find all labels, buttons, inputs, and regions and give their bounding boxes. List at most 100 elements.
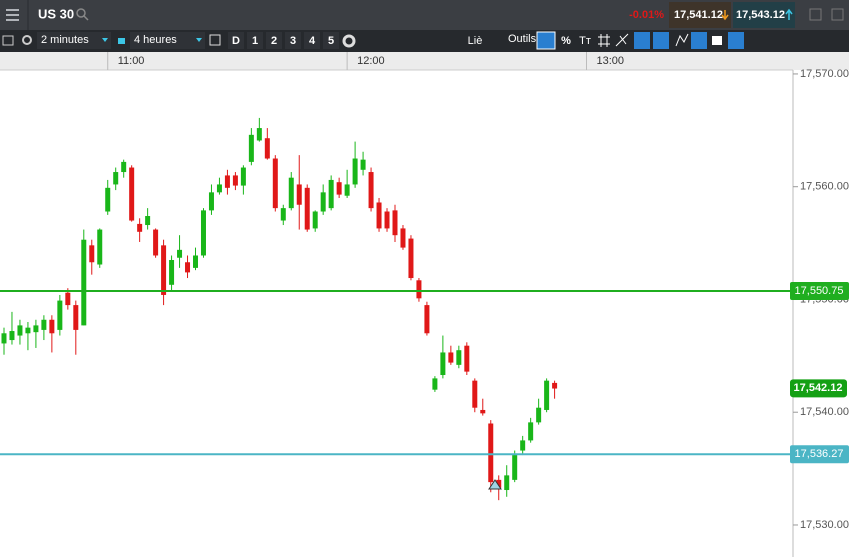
period-button[interactable] [247, 32, 263, 49]
period-button[interactable] [228, 32, 244, 49]
candle-body [344, 184, 350, 196]
text-tool[interactable]: Tт [579, 35, 591, 47]
candle-body [17, 325, 23, 336]
candle-tool[interactable] [634, 32, 650, 49]
x-tick-label: 12:00 [357, 55, 385, 67]
candle-body [376, 202, 382, 229]
up-arrow [785, 8, 793, 20]
level-label: 17,550.75 [795, 285, 844, 297]
candle-body [520, 440, 526, 451]
candle-body [57, 300, 63, 330]
candle-body [113, 172, 119, 185]
candle-body [256, 128, 262, 141]
last-price-label: 17,542.12 [794, 382, 843, 394]
candle-body [448, 352, 454, 363]
close-icon[interactable] [831, 8, 844, 21]
candle-body [264, 138, 270, 159]
candle-body [224, 175, 230, 188]
percent-tool[interactable]: % [561, 35, 571, 47]
interval: 2 minutes [41, 34, 89, 46]
candle-body [33, 325, 39, 333]
level-label: 17,536.27 [795, 448, 844, 460]
indicator-tool[interactable] [675, 33, 689, 47]
candle-body [161, 245, 167, 295]
settings-icon[interactable] [22, 35, 32, 45]
tools[interactable]: Outils [508, 33, 537, 45]
period-button[interactable] [285, 32, 301, 49]
down-arrow [721, 10, 729, 21]
period-label[interactable]: D [232, 35, 240, 47]
candle-body [137, 223, 143, 232]
candle-body [1, 333, 7, 344]
candle-body [129, 167, 135, 221]
candle-body [81, 239, 87, 326]
candle-body [232, 175, 238, 186]
candle-body [328, 179, 334, 209]
period-label[interactable]: 4 [309, 35, 316, 47]
sell-box[interactable] [669, 2, 731, 28]
grid-tool[interactable] [598, 34, 610, 47]
candle-body [456, 350, 462, 365]
candle-body [312, 211, 318, 229]
candle-body [97, 229, 103, 265]
line-tool[interactable] [653, 32, 669, 49]
erase-tool[interactable] [691, 32, 707, 49]
buy-box[interactable] [733, 2, 795, 28]
link[interactable]: Liè [468, 35, 483, 47]
candle-body [432, 378, 438, 390]
candle-body [504, 475, 510, 491]
candle-body [89, 245, 95, 263]
period-label[interactable]: 1 [252, 35, 258, 47]
level-box [790, 445, 849, 464]
range: 4 heures [134, 34, 177, 46]
alert-marker[interactable] [488, 479, 502, 490]
candle-body [416, 280, 422, 299]
draw-tool[interactable] [615, 33, 629, 47]
panel-icon[interactable] [2, 35, 14, 46]
candle-body [240, 167, 246, 186]
period-button[interactable] [266, 32, 282, 49]
candle-body [360, 159, 366, 170]
tool-button[interactable] [536, 31, 556, 50]
candle-body [480, 409, 486, 414]
candle-body [544, 380, 550, 410]
candle-body [336, 182, 342, 195]
candle-body [352, 158, 358, 185]
print-tool[interactable] [712, 36, 722, 45]
candle-body [73, 305, 79, 330]
candle-body [208, 192, 214, 211]
symbol: US 30 [38, 6, 74, 21]
period-label[interactable]: 2 [271, 35, 277, 47]
menu-icon[interactable] [6, 9, 19, 21]
candle-body [296, 184, 302, 205]
candle-body [248, 134, 254, 162]
calendar-icon[interactable] [209, 34, 221, 46]
candle-body [440, 352, 446, 376]
candle-body [400, 228, 406, 248]
detach-icon[interactable] [809, 8, 822, 21]
candle-body [288, 177, 294, 209]
level-box [790, 282, 849, 301]
period-label[interactable]: 3 [290, 35, 296, 47]
change: -0.01% [629, 9, 664, 21]
y-tick-label: 17,570.00 [800, 68, 849, 80]
candle-body [9, 331, 15, 341]
candle-body [41, 319, 47, 330]
period-button[interactable] [323, 32, 339, 49]
period-button[interactable] [304, 32, 320, 49]
candle-body [472, 380, 478, 408]
candle-body [105, 187, 111, 212]
range-select[interactable] [130, 32, 205, 49]
interval-select[interactable] [37, 32, 111, 49]
search-icon[interactable] [76, 8, 89, 21]
candle-body [464, 345, 470, 372]
candle-body [216, 184, 222, 193]
candle-body [384, 211, 390, 229]
gear-icon[interactable] [342, 34, 356, 48]
candle-body [121, 161, 127, 173]
dropdown-arrow [102, 38, 108, 42]
period-label[interactable]: 5 [328, 35, 334, 47]
lock-icon[interactable] [118, 38, 125, 44]
settings-tool[interactable] [728, 32, 744, 49]
